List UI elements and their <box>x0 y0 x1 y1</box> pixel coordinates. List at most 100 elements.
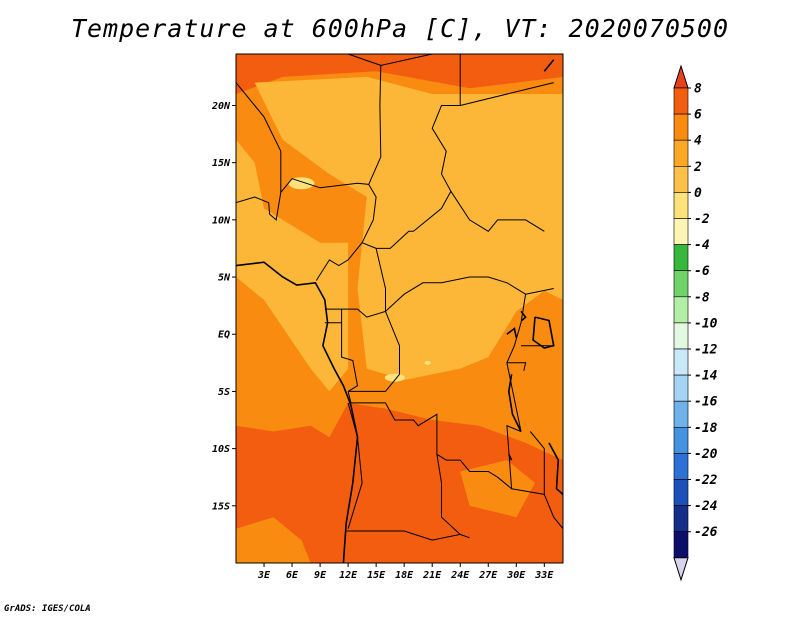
border-line <box>450 191 545 232</box>
field-west-cool <box>236 139 349 392</box>
plot-frame <box>235 53 564 564</box>
border-line <box>543 494 563 530</box>
colorbar-label: 4 <box>694 134 702 149</box>
colorbar-label: -4 <box>694 238 710 253</box>
colorbar-label: -14 <box>694 369 718 384</box>
x-tick-label: 15E <box>367 570 386 581</box>
field-north-warm <box>236 54 563 94</box>
field-cold-patch <box>384 373 405 382</box>
temperature-field <box>236 54 563 563</box>
border-line <box>436 454 461 535</box>
field-cold-patch <box>288 177 315 190</box>
border-line <box>375 248 554 313</box>
colorbar-cap-top <box>673 64 689 89</box>
colorbar-swatch <box>673 87 689 115</box>
coastline <box>506 327 518 338</box>
field-southeast <box>460 460 535 518</box>
border-line <box>315 242 363 281</box>
border-line <box>341 322 359 392</box>
colorbar-swatch <box>673 270 689 298</box>
colorbar-label: -24 <box>694 499 718 514</box>
colorbar-swatch <box>673 479 689 506</box>
x-tick-label: 27E <box>478 570 498 581</box>
colorbar-label: -10 <box>694 316 718 331</box>
coastline <box>543 59 555 72</box>
colorbar-label: -16 <box>694 395 718 410</box>
y-tick-label: EQ <box>218 330 230 341</box>
border-line <box>413 54 461 232</box>
border-line <box>380 54 433 66</box>
colorbar-swatch <box>673 453 689 480</box>
coastline <box>532 316 555 349</box>
x-tick-label: 30E <box>506 570 526 581</box>
colorbar-label: -22 <box>694 473 718 488</box>
y-tick-label: 20N <box>211 101 231 112</box>
y-tick-label: 10N <box>212 215 231 226</box>
colorbar-label: -26 <box>694 525 718 540</box>
border-line <box>347 391 522 490</box>
country-borders <box>236 54 563 563</box>
y-tick-label: 15S <box>212 501 230 512</box>
border-line <box>236 178 369 221</box>
x-tick-label: 33E <box>534 570 554 581</box>
colorbar-swatch <box>673 166 689 193</box>
colorbar-swatch <box>673 400 689 428</box>
border-line <box>347 54 382 185</box>
y-tick-label: 5N <box>218 273 231 284</box>
colorbar-swatch <box>673 113 689 141</box>
field-cold-patch <box>424 360 431 365</box>
colorbar-label: 8 <box>694 82 702 97</box>
border-line <box>511 431 545 495</box>
field-east-cool <box>488 174 563 300</box>
chart-title: Temperature at 600hPa [C], VT: 202007050… <box>70 14 730 43</box>
border-line <box>361 184 414 249</box>
colorbar-label: -8 <box>694 290 710 305</box>
colorbar-swatch <box>673 296 689 324</box>
border-line <box>345 530 470 541</box>
colorbar-label: -12 <box>694 343 718 358</box>
x-tick-label: 18E <box>395 570 414 581</box>
y-tick-label: 5S <box>218 387 230 398</box>
border-line <box>460 82 554 106</box>
colorbar-label: 0 <box>694 186 702 201</box>
border-line <box>347 402 363 529</box>
border-line <box>236 82 282 193</box>
colorbar-swatch <box>673 322 689 350</box>
colorbar-swatch <box>673 505 689 533</box>
colorbar-cap-bottom <box>673 557 689 582</box>
coastline <box>520 310 527 322</box>
coastline <box>508 453 513 461</box>
y-tick-label: 15N <box>212 158 231 169</box>
colorbar-label: -20 <box>694 447 718 462</box>
credit-label: GrADS: IGES/COLA <box>4 604 91 614</box>
colorbar-swatch <box>673 426 689 454</box>
x-axis: 3E 6E 9E 12E 15E 18E 21E 24E 27E 30E 33E <box>257 563 554 581</box>
y-tick-label: 10S <box>212 444 230 455</box>
coastline <box>507 374 522 432</box>
border-line <box>506 362 527 371</box>
field-south-warm <box>236 402 563 563</box>
colorbar-label: -18 <box>694 421 718 436</box>
colorbar-swatch <box>673 374 689 402</box>
x-tick-label: 12E <box>339 570 358 581</box>
x-tick-label: 21E <box>422 570 442 581</box>
x-tick-label: 3E <box>257 570 271 581</box>
colorbar-label: -6 <box>694 264 710 279</box>
field-southwest <box>236 517 311 563</box>
colorbar-swatch <box>673 348 689 376</box>
colorbar-swatch <box>673 218 689 245</box>
border-line <box>506 294 527 432</box>
colorbar: 8 6 4 2 0 -2 -4 -6 -8 -10 -12 -14 -16 -18 -20 -22 -24 -26 <box>673 64 718 582</box>
coastline <box>236 261 359 563</box>
colorbar-swatch <box>673 192 689 219</box>
border-line <box>348 311 400 392</box>
y-axis: 20N 15N 10N 5N EQ 5S 10S 15S <box>211 101 236 512</box>
colorbar-swatch <box>673 244 689 272</box>
colorbar-swatch <box>673 531 689 559</box>
border-line <box>324 308 386 318</box>
field-central-cool <box>254 76 563 381</box>
coastline <box>548 442 563 496</box>
x-tick-label: 24E <box>450 570 470 581</box>
colorbar-swatch <box>673 139 689 167</box>
